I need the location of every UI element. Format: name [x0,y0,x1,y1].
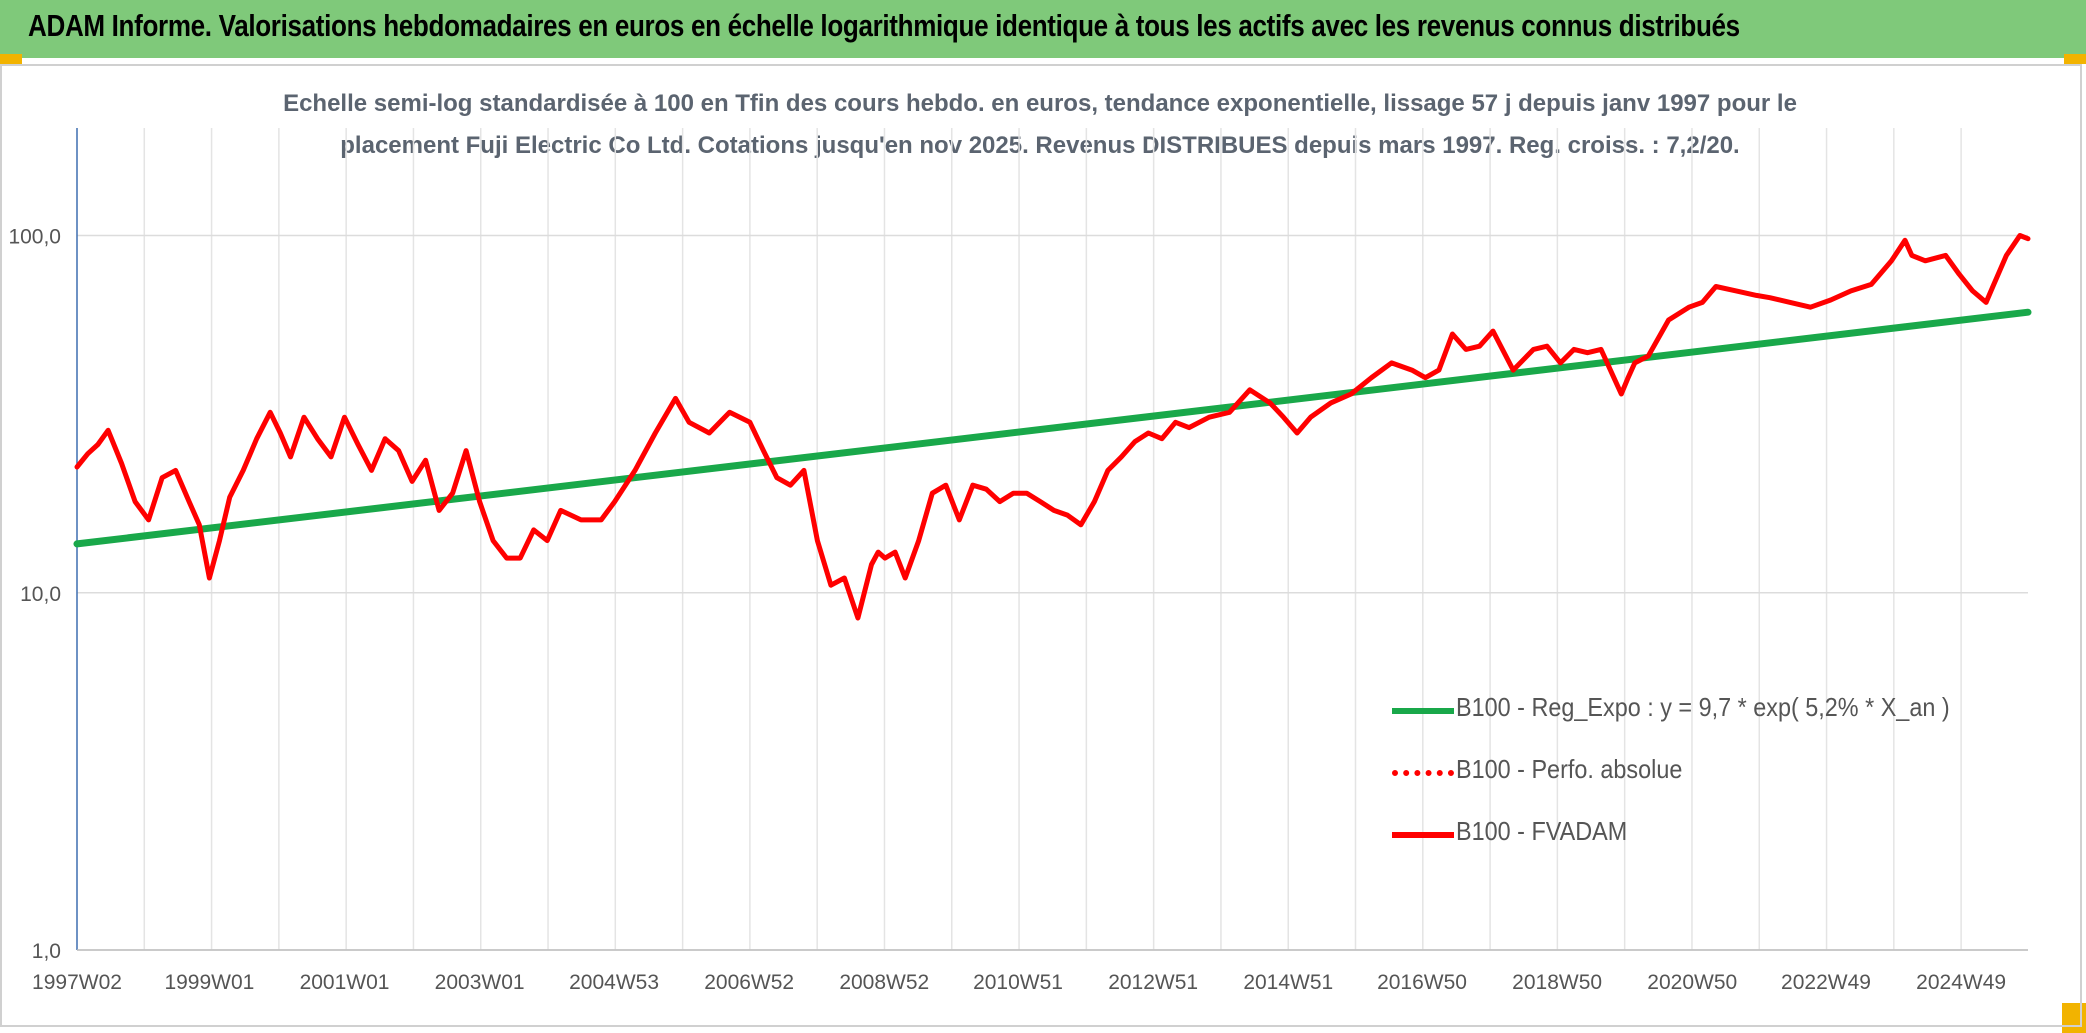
chart-title-line-2: placement Fuji Electric Co Ltd. Cotation… [340,132,1740,159]
x-tick-label: 2014W51 [1243,971,1333,994]
x-tick-label: 1999W01 [164,971,254,994]
x-tick-label: 2022W49 [1781,971,1871,994]
y-tick-label: 1,0 [32,940,61,963]
x-tick-label: 1997W02 [32,971,122,994]
x-tick-label: 2001W01 [300,971,390,994]
legend-label-regression: B100 - Reg_Expo : y = 9,7 * exp( 5,2% * … [1456,692,1950,722]
y-tick-label: 100,0 [8,226,61,249]
chart-frame [0,64,2082,1027]
x-tick-label: 2004W53 [569,971,659,994]
legend-label-fvadam: B100 - FVADAM [1456,816,1628,846]
series-line-fvadam [74,233,2031,621]
legend-label-perfo-absolue: B100 - Perfo. absolue [1456,754,1683,784]
legend-swatch-perfo-absolue [1392,770,1454,776]
legend-swatch-regression [1392,708,1454,714]
legend-swatch-fvadam [1392,832,1454,838]
bottom-right-accent [2062,1003,2086,1033]
left-corner-accent [0,54,22,64]
x-tick-label: 2024W49 [1916,971,2006,994]
x-tick-label: 2012W51 [1108,971,1198,994]
x-tick-label: 2016W50 [1377,971,1467,994]
x-tick-label: 2020W50 [1647,971,1737,994]
header-banner: ADAM Informe. Valorisations hebdomadaire… [0,0,2086,58]
right-corner-accent [2064,54,2086,64]
y-tick-label: 10,0 [20,583,61,606]
x-tick-label: 2003W01 [435,971,525,994]
x-tick-label: 2018W50 [1512,971,1602,994]
chart-title-line-1: Echelle semi-log standardisée à 100 en T… [283,90,1797,117]
x-tick-label: 2006W52 [704,971,794,994]
report-title: ADAM Informe. Valorisations hebdomadaire… [28,8,1740,43]
series-line-regression [73,308,2032,548]
x-tick-label: 2008W52 [839,971,929,994]
x-tick-label: 2010W51 [973,971,1063,994]
